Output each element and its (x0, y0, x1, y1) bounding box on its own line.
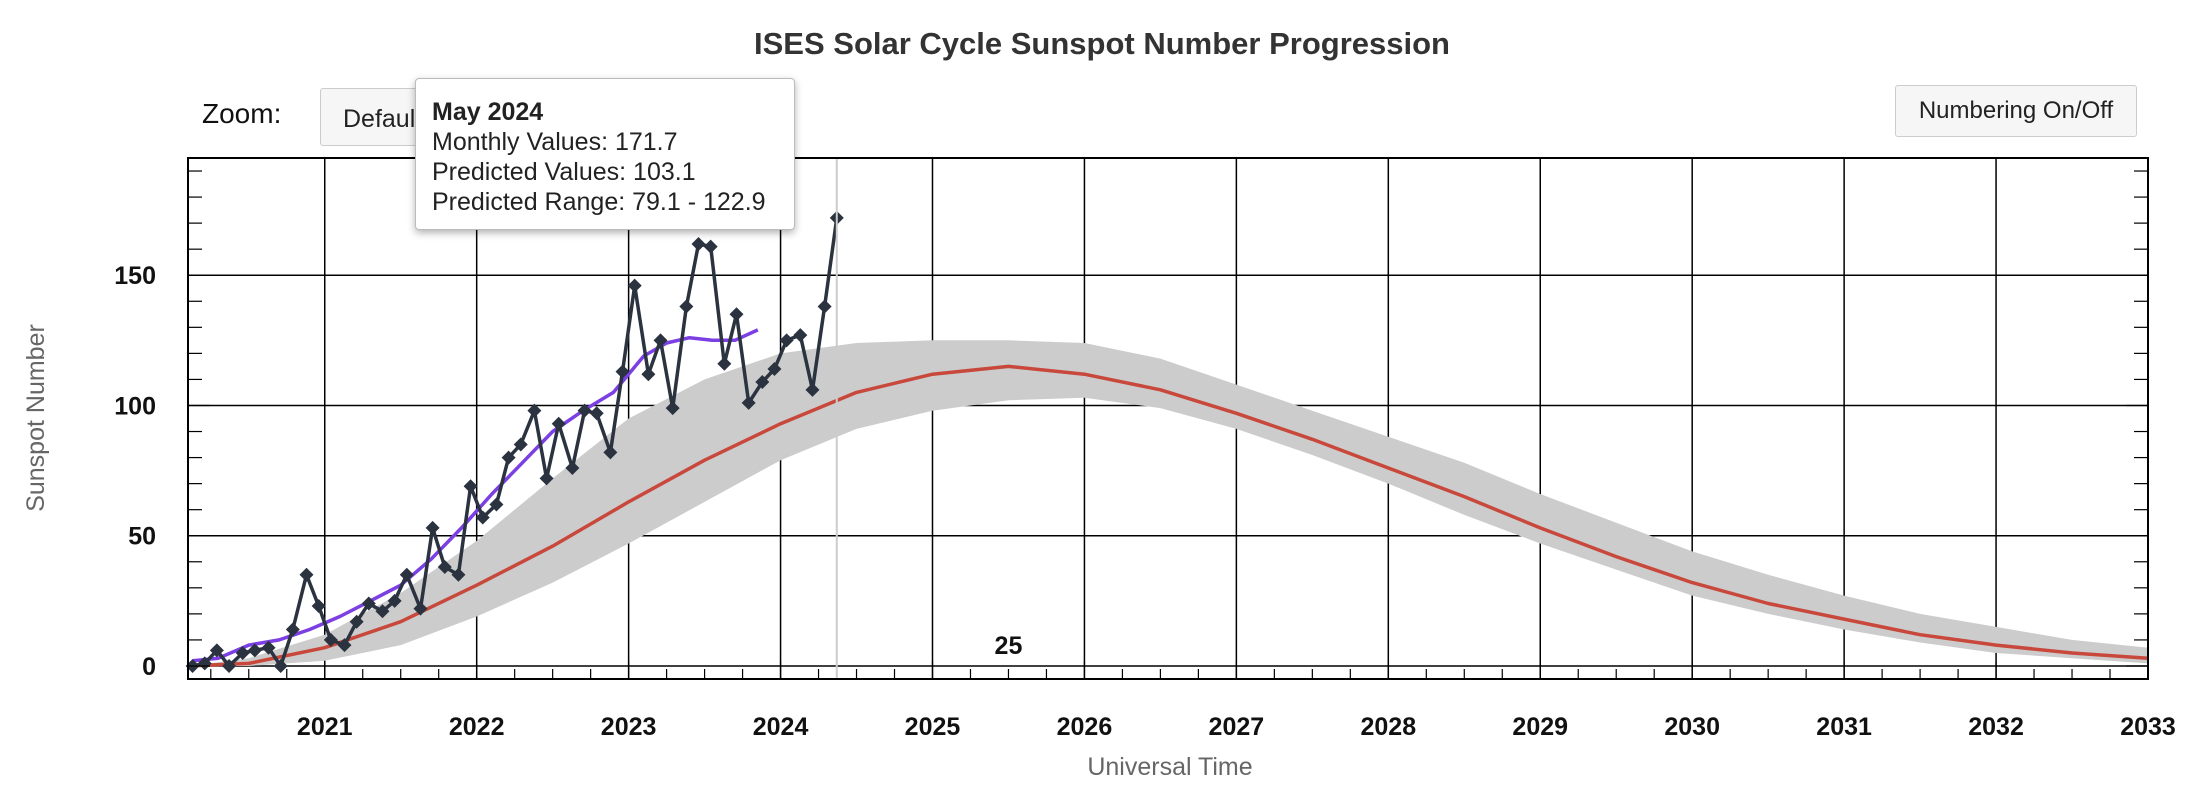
monthly-point[interactable] (475, 510, 490, 525)
monthly-point[interactable] (653, 333, 668, 348)
x-axis-title: Universal Time (1087, 753, 1252, 781)
monthly-line (192, 217, 839, 668)
monthly-point[interactable] (311, 599, 326, 614)
monthly-point[interactable] (589, 406, 604, 421)
monthly-point[interactable] (741, 395, 756, 410)
x-tick-label-2021: 2021 (297, 713, 353, 741)
monthly-point[interactable] (375, 604, 390, 619)
numbering-toggle-button[interactable]: Numbering On/Off (1895, 85, 2137, 137)
monthly-point[interactable] (501, 450, 516, 465)
monthly-point[interactable] (209, 643, 224, 658)
plot-border (187, 157, 2149, 680)
monthly-point[interactable] (235, 645, 250, 660)
monthly-point[interactable] (387, 593, 402, 608)
monthly-point[interactable] (679, 299, 694, 314)
x-tick-label-2030: 2030 (1664, 713, 1720, 741)
monthly-point[interactable] (425, 520, 440, 535)
monthly-point[interactable] (489, 497, 504, 512)
x-tick-label-2027: 2027 (1209, 713, 1265, 741)
monthly-point[interactable] (641, 367, 656, 382)
monthly-point[interactable] (513, 437, 528, 452)
chart-title: ISES Solar Cycle Sunspot Number Progress… (754, 26, 1450, 61)
monthly-point[interactable] (273, 658, 288, 673)
monthly-point[interactable] (691, 236, 706, 251)
y-tick-label-150: 150 (114, 262, 156, 290)
monthly-point[interactable] (603, 445, 618, 460)
x-tick-label-2023: 2023 (601, 713, 657, 741)
x-tick-label-2025: 2025 (905, 713, 961, 741)
monthly-point[interactable] (539, 471, 554, 486)
monthly-point[interactable] (261, 640, 276, 655)
axis-minor-ticks (188, 170, 2149, 679)
monthly-point[interactable] (767, 362, 782, 377)
monthly-point[interactable] (551, 416, 566, 431)
plot-frame (187, 157, 2149, 680)
x-tick-label-2024: 2024 (753, 713, 809, 741)
monthly-point[interactable] (299, 567, 314, 582)
zoom-label: Zoom: (202, 98, 282, 129)
x-tick-label-2026: 2026 (1057, 713, 1113, 741)
monthly-point[interactable] (337, 638, 352, 653)
monthly-point[interactable] (577, 403, 592, 418)
monthly-point[interactable] (717, 356, 732, 371)
y-tick-label-0: 0 (142, 653, 156, 681)
tooltip-monthly-value: Monthly Values: 171.7 (432, 128, 678, 156)
monthly-point[interactable] (451, 567, 466, 582)
monthly-point[interactable] (399, 567, 414, 582)
x-tick-label-2031: 2031 (1816, 713, 1872, 741)
y-axis-title: Sunspot Number (22, 324, 50, 512)
monthly-point[interactable] (197, 656, 212, 671)
monthly-point[interactable] (463, 479, 478, 494)
monthly-point[interactable] (565, 460, 580, 475)
monthly-point[interactable] (285, 622, 300, 637)
monthly-point[interactable] (627, 278, 642, 293)
monthly-point[interactable] (793, 328, 808, 343)
monthly-point[interactable] (247, 643, 262, 658)
predicted-range-band (188, 340, 2148, 666)
monthly-point[interactable] (805, 382, 820, 397)
monthly-point[interactable] (349, 614, 364, 629)
monthly-point[interactable] (817, 299, 832, 314)
predicted-line (187, 364, 2149, 668)
monthly-point[interactable] (413, 601, 428, 616)
tooltip-predicted-range: Predicted Range: 79.1 - 122.9 (432, 188, 766, 216)
tooltip-title: May 2024 (432, 98, 544, 126)
x-tick-label-2022: 2022 (449, 713, 505, 741)
monthly-point[interactable] (615, 364, 630, 379)
x-tick-label-2032: 2032 (1968, 713, 2024, 741)
y-tick-label-50: 50 (128, 523, 156, 551)
monthly-point[interactable] (779, 333, 794, 348)
cycle-number-label: 25 (995, 632, 1023, 660)
monthly-point[interactable] (703, 239, 718, 254)
x-tick-label-2029: 2029 (1512, 713, 1568, 741)
monthly-point[interactable] (222, 658, 237, 673)
monthly-point[interactable] (729, 307, 744, 322)
x-tick-label-2028: 2028 (1360, 713, 1416, 741)
x-tick-label-2033: 2033 (2120, 713, 2176, 741)
monthly-point[interactable] (527, 403, 542, 418)
monthly-point[interactable] (755, 375, 770, 390)
y-tick-label-100: 100 (114, 392, 156, 420)
monthly-markers (185, 210, 844, 673)
monthly-point[interactable] (437, 559, 452, 574)
monthly-point[interactable] (665, 401, 680, 416)
x-axis-labels: 2021 2022 2023 2024 2025 2026 2027 2028 2029 2030… (297, 713, 2176, 741)
tooltip-predicted-value: Predicted Values: 103.1 (432, 158, 696, 186)
monthly-point[interactable] (361, 596, 376, 611)
data-tooltip: May 2024 Monthly Values: 171.7 Predicted… (415, 78, 795, 230)
monthly-point[interactable] (323, 632, 338, 647)
y-axis-labels: 0 50 100 150 (114, 262, 156, 681)
